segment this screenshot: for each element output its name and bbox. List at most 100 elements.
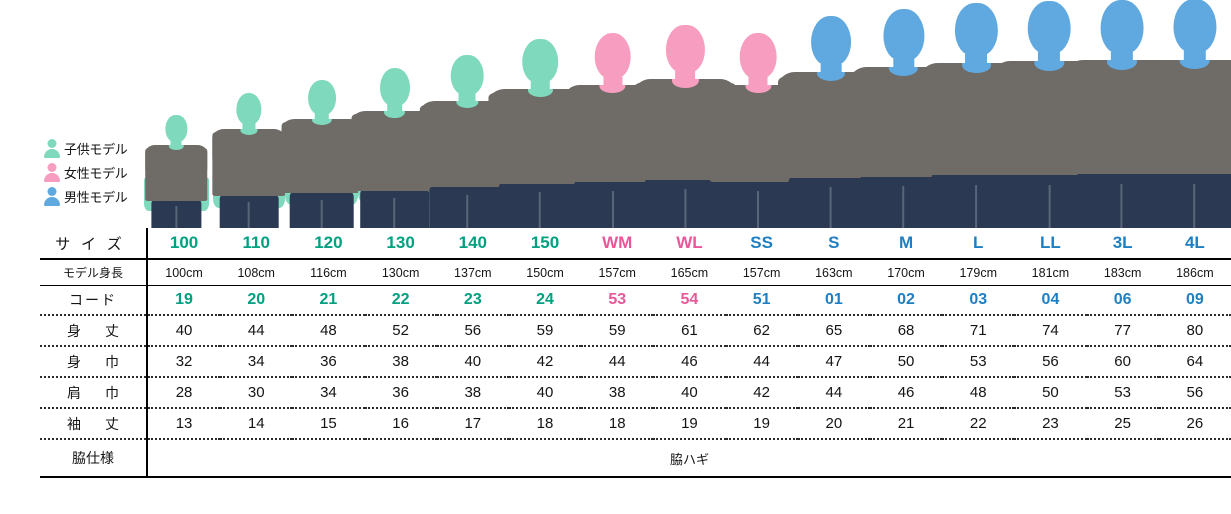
model-tshirt <box>212 129 286 197</box>
row-label-shoulder-width: 肩 巾 <box>40 377 148 409</box>
model-pants <box>719 180 798 228</box>
model-figure <box>140 0 213 228</box>
model-sleeve-left <box>1064 65 1094 125</box>
sleeve-length-value: 21 <box>869 408 943 440</box>
shoulder-width-value: 38 <box>436 377 509 409</box>
body-width-value: 42 <box>508 346 582 378</box>
model-sleeve-left <box>488 93 515 143</box>
model-sleeve-left <box>709 89 735 140</box>
model-pants <box>498 181 582 229</box>
model-head <box>883 9 925 61</box>
model-height-value: 157cm <box>725 259 798 286</box>
model-height-value: 183cm <box>1086 259 1159 286</box>
model-height-value: 186cm <box>1158 259 1231 286</box>
body-width-value: 36 <box>292 346 365 378</box>
sleeve-length-value: 13 <box>147 408 221 440</box>
size-label: 100 <box>147 228 221 260</box>
body-length-value: 61 <box>653 315 726 347</box>
sleeve-length-value: 18 <box>508 408 582 440</box>
body-width-value: 40 <box>436 346 509 378</box>
table-row-sleeve-length: 袖 丈 13 14 15 16 17 18 18 19 19 20 21 22 23 25 26 <box>40 408 1231 440</box>
model-sleeve-left <box>351 114 374 156</box>
model-collar <box>1179 59 1210 70</box>
size-label: WM <box>581 228 654 260</box>
body-length-value: 74 <box>1014 315 1087 347</box>
model-figure <box>634 0 737 228</box>
body-length-value: 65 <box>797 315 870 347</box>
model-height-value: 181cm <box>1014 259 1087 286</box>
model-pants <box>1148 171 1231 229</box>
model-figures-row <box>140 0 1231 229</box>
shoulder-width-value: 38 <box>581 377 654 409</box>
shoulder-width-value: 40 <box>653 377 726 409</box>
shoulder-width-value: 48 <box>942 377 1015 409</box>
size-label: L <box>942 228 1015 260</box>
size-label: 3L <box>1086 228 1159 260</box>
model-collar <box>745 84 772 94</box>
row-label-sleeve-length: 袖 丈 <box>40 408 148 440</box>
row-label-model-height: モデル身長 <box>40 259 148 286</box>
model-head <box>1173 0 1217 53</box>
model-head <box>811 15 851 66</box>
sleeve-length-value: 23 <box>1014 408 1087 440</box>
table-row-side-spec: 脇仕様 脇ハギ <box>40 439 1231 478</box>
child-model-icon <box>44 138 60 158</box>
legend-item: 女性モデル <box>44 160 144 184</box>
product-code: 04 <box>1014 285 1087 316</box>
shoulder-width-value: 56 <box>1158 377 1231 409</box>
model-sleeve-left <box>992 66 1022 126</box>
shoulder-width-value: 53 <box>1086 377 1159 409</box>
model-collar <box>455 100 479 109</box>
size-label: 120 <box>292 228 365 260</box>
table-row-body-width: 身 巾 32 34 36 38 40 42 44 46 44 47 50 53 56 60 64 <box>40 346 1231 378</box>
body-length-value: 48 <box>292 315 365 347</box>
product-code: 23 <box>436 285 509 316</box>
body-length-value: 68 <box>869 315 943 347</box>
size-label: S <box>797 228 870 260</box>
product-code: 09 <box>1158 285 1231 316</box>
model-sleeve-left <box>848 72 877 129</box>
size-label: 130 <box>364 228 437 260</box>
model-head <box>1100 0 1144 54</box>
model-collar <box>599 84 626 94</box>
product-code: 54 <box>653 285 726 316</box>
model-sleeve-left <box>920 68 949 127</box>
sleeve-length-value: 16 <box>364 408 437 440</box>
model-pants <box>429 185 506 229</box>
shoulder-width-value: 28 <box>147 377 221 409</box>
model-height-value: 165cm <box>653 259 726 286</box>
row-label-side-spec: 脇仕様 <box>40 439 148 478</box>
size-chart-table: サ イ ズ 100 110 120 130 140 150 WM WL SS S M L LL 3L 4L … <box>40 228 1231 478</box>
model-head <box>739 33 777 79</box>
model-sleeve-left <box>1137 64 1167 125</box>
product-code: 20 <box>220 285 293 316</box>
body-width-value: 56 <box>1014 346 1087 378</box>
body-length-value: 44 <box>220 315 293 347</box>
sleeve-length-value: 26 <box>1158 408 1231 440</box>
model-sleeve-right <box>191 147 208 177</box>
table-row-body-length: 身 丈 40 44 48 52 56 59 59 61 62 65 68 71 74 77 80 <box>40 315 1231 347</box>
legend-item-label: 男性モデル <box>64 190 128 206</box>
model-height-value: 179cm <box>942 259 1015 286</box>
legend-item-label: 子供モデル <box>64 142 128 158</box>
body-width-value: 44 <box>581 346 654 378</box>
size-label: 140 <box>436 228 509 260</box>
size-label: 4L <box>1158 228 1231 260</box>
body-width-value: 47 <box>797 346 870 378</box>
model-collar <box>168 145 184 150</box>
model-collar <box>961 62 992 73</box>
size-label: 150 <box>508 228 582 260</box>
body-width-value: 34 <box>220 346 293 378</box>
model-figure <box>420 0 515 229</box>
size-label: 110 <box>220 228 293 260</box>
model-height-value: 170cm <box>869 259 943 286</box>
model-sleeve-left <box>777 76 805 133</box>
body-width-value: 44 <box>725 346 798 378</box>
model-height-value: 157cm <box>581 259 654 286</box>
model-pants <box>573 180 652 228</box>
model-collar <box>527 88 553 97</box>
model-head <box>522 38 558 84</box>
body-length-value: 56 <box>436 315 509 347</box>
model-height-value: 137cm <box>436 259 509 286</box>
